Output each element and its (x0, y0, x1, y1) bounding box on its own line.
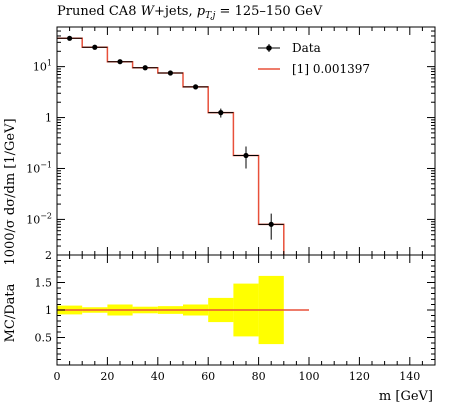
data-point (193, 84, 199, 90)
title-mid: +jets, (154, 4, 197, 19)
x-axis-label: m [GeV] (379, 389, 433, 404)
x-tick-label: 140 (399, 370, 420, 383)
y-tick-label: 1 (45, 112, 52, 125)
data-point (167, 70, 173, 76)
x-tick-label: 60 (201, 370, 215, 383)
title-tail: = 125–150 GeV (215, 4, 322, 19)
data-point (268, 221, 274, 227)
data-point (218, 110, 224, 116)
title-w: W (141, 4, 156, 19)
ratio-y-tick-label: 0.5 (35, 332, 53, 345)
y-tick-label: 10−1 (26, 160, 52, 175)
title-lead: Pruned CA8 (57, 4, 141, 19)
legend-data-marker (266, 45, 272, 51)
title-pt-sub: T,j (205, 11, 216, 21)
data-point (92, 44, 98, 50)
x-tick-label: 80 (252, 370, 266, 383)
x-tick-label: 40 (151, 370, 165, 383)
data-point (117, 59, 123, 65)
x-tick-label: 100 (299, 370, 320, 383)
data-point (243, 152, 249, 159)
legend-data-label: Data (292, 41, 321, 55)
legend-mc-label: [1] 0.001397 (292, 62, 370, 76)
y-tick-label: 10−2 (26, 211, 52, 226)
ratio-y-tick-label: 1 (45, 304, 52, 317)
title-pt: p (197, 4, 206, 19)
main-panel: 10−2 10−1 1 101 (26, 26, 436, 256)
x-tick-label: 0 (54, 370, 61, 383)
data-point (142, 65, 148, 71)
ratio-y-tick-label: 1.5 (35, 277, 53, 290)
ratio-y-tick-label: 2 (45, 249, 52, 262)
main-y-axis-label: 1000/σ dσ/dm [1/GeV] (3, 118, 18, 265)
x-tick-label: 120 (349, 370, 370, 383)
ratio-panel: 0.511.520 20 40 60 80 100 120 140 (35, 249, 436, 383)
chart-title: Pruned CA8 W+jets, pT,j = 125–150 GeV (57, 4, 323, 21)
data-point (67, 35, 73, 41)
ratio-y-axis-label: MC/Data (3, 283, 18, 342)
legend: Data [1] 0.001397 (258, 41, 370, 76)
x-tick-label: 20 (100, 370, 114, 383)
y-tick-label: 101 (33, 59, 52, 74)
